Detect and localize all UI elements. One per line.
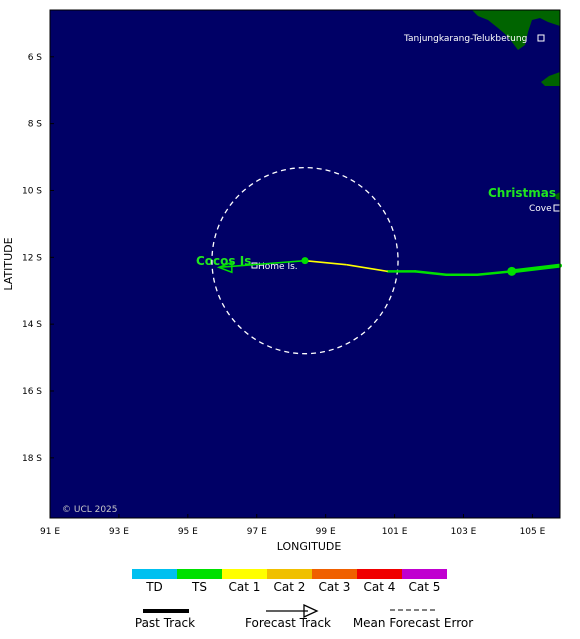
tanjungkarang-label: Tanjungkarang-Telukbetung [403, 34, 527, 44]
past-track-segment-1 [476, 270, 514, 276]
legend-swatch-5 [357, 569, 402, 579]
y-tick-label-6: 18 S [22, 454, 42, 464]
x-tick-label-2: 95 E [178, 527, 198, 537]
legend-label-2: Cat 1 [229, 580, 261, 594]
y-tick-label-1: 8 S [28, 120, 43, 130]
y-tick-label-3: 12 S [22, 253, 42, 263]
forecast-arrow-head [216, 261, 233, 274]
x-tick-label-7: 105 E [520, 527, 546, 537]
y-tick-label-0: 6 S [28, 53, 43, 63]
forecast-position-marker [301, 257, 309, 265]
java-land [541, 72, 560, 86]
legend-swatch-6 [402, 569, 447, 579]
forecast-track-legend-label: Forecast Track [245, 616, 331, 630]
legend-label-6: Cat 5 [409, 580, 441, 594]
category-legend: TD TS Cat 1 Cat 2 Cat 3 Cat 4 Cat 5 [132, 569, 447, 594]
legend-label-3: Cat 2 [274, 580, 306, 594]
legend-swatch-2 [222, 569, 267, 579]
past-track-legend-label: Past Track [135, 616, 195, 630]
home-island-label: Home Is. [258, 262, 298, 272]
legend-swatch-1 [177, 569, 222, 579]
legend-label-5: Cat 4 [364, 580, 396, 594]
y-axis: 6 S 8 S 10 S 12 S 14 S 16 S 18 S [22, 53, 54, 464]
legend-label-1: TS [191, 580, 207, 594]
x-axis-title: LONGITUDE [277, 540, 342, 553]
x-tick-label-4: 99 E [316, 527, 336, 537]
y-tick-label-4: 14 S [22, 320, 42, 330]
current-position-marker [507, 266, 517, 276]
past-track-segment-0 [509, 263, 562, 274]
y-tick-label-2: 10 S [22, 186, 42, 196]
forecast-track [218, 259, 388, 273]
y-tick-label-5: 16 S [22, 387, 42, 397]
x-axis: 91 E 93 E 95 E 97 E 99 E 101 E 103 E 105 E [40, 514, 546, 537]
cocos-label: Cocos Is [196, 254, 251, 268]
forecast-track-segment-1 [304, 259, 347, 266]
christmas-island-land [555, 192, 560, 200]
forecast-track-legend-arrow [303, 603, 319, 619]
cove-label: Cove [529, 204, 552, 214]
x-tick-label-6: 103 E [451, 527, 477, 537]
past-track [386, 263, 562, 276]
legend-swatch-3 [267, 569, 312, 579]
legend-swatch-4 [312, 569, 357, 579]
past-track-segment-3 [414, 270, 448, 276]
x-tick-label-1: 93 E [109, 527, 129, 537]
map-frame [49, 9, 561, 519]
christmas-label: Christmas [488, 186, 556, 200]
x-tick-label-0: 91 E [40, 527, 60, 537]
x-tick-label-5: 101 E [382, 527, 408, 537]
forecast-track-segment-2 [218, 259, 306, 269]
x-tick-label-3: 97 E [247, 527, 267, 537]
copyright-label: © UCL 2025 [62, 505, 118, 515]
legend-label-0: TD [145, 580, 163, 594]
mean-forecast-error-circle [211, 166, 399, 355]
legend-label-4: Cat 3 [319, 580, 351, 594]
tanjungkarang-marker [537, 34, 545, 42]
y-axis-title: LATITUDE [2, 237, 15, 290]
legend-swatch-0 [132, 569, 177, 579]
sumatra-land [472, 10, 560, 50]
forecast-track-segment-0 [346, 263, 388, 273]
mean-error-legend-label: Mean Forecast Error [353, 616, 473, 630]
